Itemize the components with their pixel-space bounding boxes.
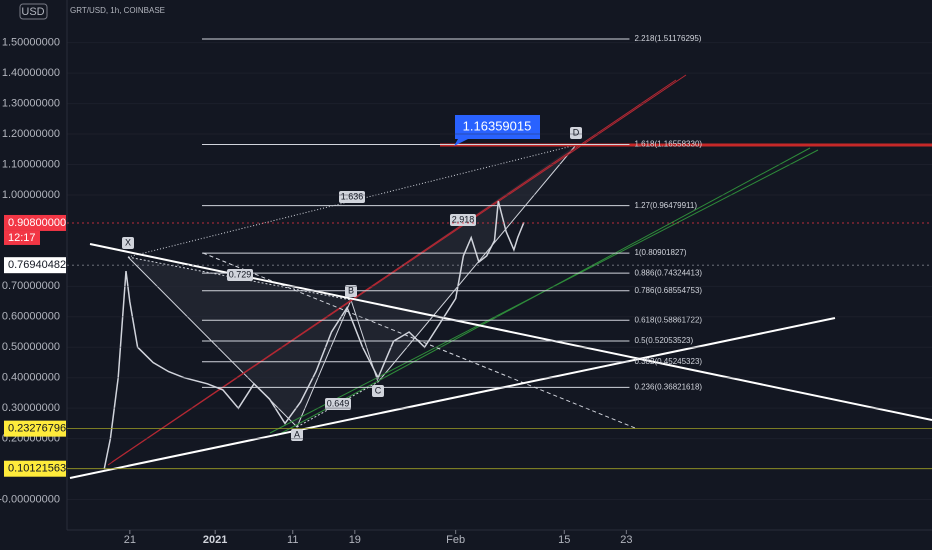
point-label: A — [294, 429, 300, 439]
point-box — [372, 385, 384, 397]
axes: 1.50000000 1.40000000 1.30000000 1.20000000… — [0, 37, 932, 546]
currency-label: USD — [21, 6, 44, 18]
fib-label: 0.786(0.68554753) — [634, 286, 702, 295]
pattern-dotted — [296, 381, 379, 428]
y-tick-label: 1.30000000 — [2, 97, 60, 109]
y-tick-label: 0.70000000 — [2, 280, 60, 292]
x-tick-label: 15 — [558, 534, 570, 546]
pattern-fill — [128, 257, 351, 427]
fib-label: 2.218(1.51176295) — [634, 34, 701, 43]
fib-label: 0.886(0.74324413) — [634, 268, 702, 277]
ratio-label: 0.649 — [327, 398, 350, 408]
pattern-dotted — [127, 144, 577, 258]
x-tick-label: 11 — [287, 534, 298, 546]
point-box — [345, 285, 357, 297]
chart-title: GRT/USD, 1h, COINBASE — [70, 6, 165, 15]
ratio-box — [339, 191, 365, 203]
countdown-badge — [4, 230, 40, 245]
countdown-label: 12:17 — [8, 232, 36, 244]
point-box — [122, 237, 134, 249]
pattern-fill — [351, 145, 576, 382]
fib-label: 0.618(0.58861722) — [634, 315, 702, 324]
point-label: D — [573, 127, 580, 137]
price-badge-label: 0.76940482 — [8, 259, 66, 271]
y-tick-label: 0.60000000 — [2, 311, 60, 323]
channel-line — [275, 147, 811, 437]
y-tick-label: 1.20000000 — [2, 128, 60, 140]
price-badge — [4, 420, 66, 437]
fib-label: 1.618(1.16558330) — [634, 140, 702, 149]
y-tick-label: 1.00000000 — [2, 189, 60, 201]
callout-label: 1.16359015 — [463, 118, 532, 133]
point-box — [291, 429, 303, 441]
y-tick-label: 1.10000000 — [2, 158, 60, 170]
y-tick-label: 0.40000000 — [2, 372, 60, 384]
y-tick-label: -0.00000000 — [0, 493, 60, 505]
point-label: C — [375, 385, 382, 395]
price-badge — [4, 257, 66, 274]
price-badge-label: 0.90800000 — [8, 217, 66, 229]
x-tick-label: 23 — [620, 534, 632, 546]
y-tick-label: 0.30000000 — [2, 402, 60, 414]
y-tick-label: 1.40000000 — [2, 67, 60, 79]
callout-box — [454, 115, 540, 146]
fib-label: 1.27(0.96479911) — [634, 201, 697, 210]
price-badge — [4, 214, 66, 231]
ratio-label: 0.729 — [229, 269, 252, 279]
point-label: B — [348, 285, 354, 295]
x-tick-label: 21 — [124, 534, 136, 546]
ratio-box — [325, 398, 351, 410]
y-tick-label: 0.50000000 — [2, 341, 60, 353]
price-line — [103, 200, 525, 470]
plot — [103, 200, 525, 470]
ratio-label: 2.918 — [452, 214, 475, 224]
ratio-label: 1.636 — [341, 191, 364, 201]
callout: 1.16359015 — [454, 115, 540, 146]
price-badge — [4, 460, 66, 477]
x-tick-label: 2021 — [203, 534, 227, 546]
fib-label: 0.382(0.45245323) — [634, 357, 702, 366]
fib-levels: 2.218(1.51176295) 1.618(1.16558330) 1.27(0… — [201, 34, 702, 391]
drawings — [69, 74, 932, 479]
fib-label: 0.236(0.36821618) — [634, 382, 702, 391]
point-box — [570, 127, 582, 139]
fib-label: 1(0.80901827) — [634, 248, 686, 257]
fib-label: 0.5(0.52053523) — [634, 336, 693, 345]
ratio-box — [450, 214, 476, 226]
currency-box — [19, 3, 48, 20]
trend-line — [69, 317, 836, 479]
x-tick-label: 19 — [349, 534, 361, 546]
x-tick-label: Feb — [446, 534, 465, 546]
ratio-box — [227, 269, 253, 281]
pattern-labels: X A B C D 1.636 0.729 0.649 2.918 — [122, 127, 582, 441]
price-badge-label: 0.10121563 — [8, 463, 66, 475]
point-label: X — [125, 237, 131, 247]
y-tick-label: 1.50000000 — [2, 37, 60, 49]
price-badge-label: 0.23276796 — [8, 423, 66, 435]
